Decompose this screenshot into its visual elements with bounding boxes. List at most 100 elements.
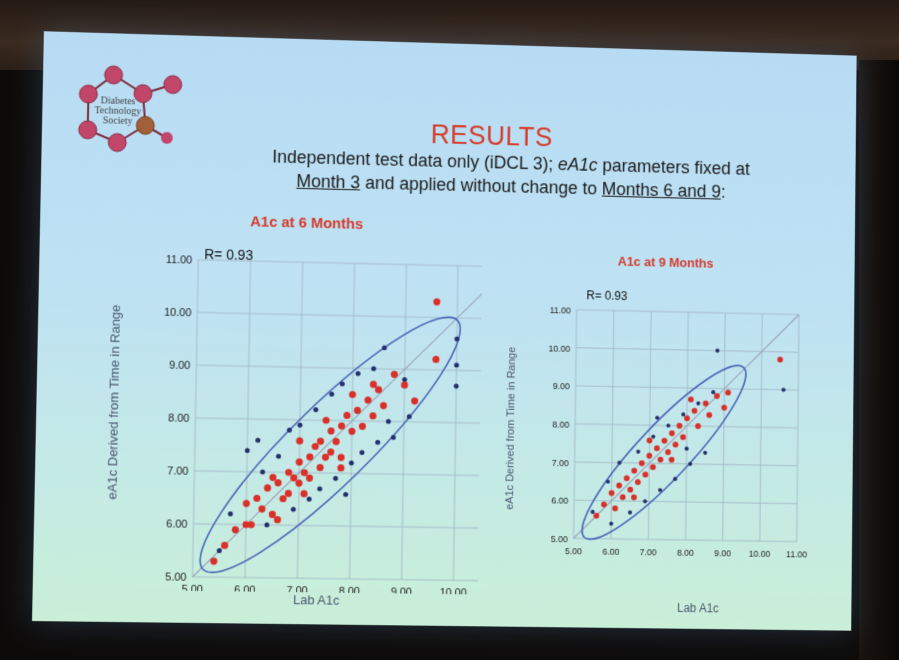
data-point-navy [386, 419, 391, 424]
data-point-red [312, 443, 319, 450]
y-tick-label: 7.00 [552, 458, 569, 468]
data-point-navy [359, 450, 364, 455]
data-point-navy [333, 476, 338, 481]
data-point-red [296, 458, 303, 465]
dts-logo: Diabetes Technology Society [57, 52, 208, 165]
y-tick-label: 6.00 [166, 518, 187, 530]
data-point-navy [643, 499, 647, 503]
data-point-navy [356, 371, 361, 376]
data-point-red [327, 448, 334, 455]
data-point-red [650, 464, 656, 470]
data-point-red [348, 428, 355, 435]
y-tick-label: 11.00 [550, 305, 571, 315]
chart-9-months: A1c at 9 Months R= 0.93 5.00 6.00 7.00 8.00… [497, 251, 828, 621]
y-tick-label: 5.00 [165, 571, 186, 583]
logo-text: Diabetes Technology Society [78, 96, 158, 128]
data-point-navy [681, 412, 685, 416]
data-point-navy [391, 435, 396, 440]
data-point-navy [781, 388, 785, 392]
data-point-red [616, 483, 622, 489]
data-point-red [665, 449, 671, 455]
data-point-red [380, 402, 387, 409]
data-point-red [695, 423, 701, 429]
x-tick-label: 11.00 [786, 549, 807, 559]
data-point-red [706, 412, 712, 418]
y-tick-label: 7.00 [167, 465, 188, 477]
data-point-navy [317, 486, 322, 491]
data-point-navy [297, 423, 302, 428]
scatter-plot-6m: 5.00 6.00 7.00 8.00 9.00 10.00 11.00 5.00 6.00 7.… [103, 210, 483, 595]
data-point-red [642, 472, 648, 478]
data-point-red [684, 415, 690, 421]
slide-title: RESULTS [431, 119, 554, 153]
data-point-red [269, 511, 276, 518]
y-tick-label: 10.00 [164, 307, 191, 320]
y-tick-label: 6.00 [551, 496, 568, 506]
data-point-navy [291, 507, 296, 512]
data-point-red [411, 397, 418, 404]
data-point-red [433, 298, 440, 305]
data-point-red [322, 454, 329, 461]
data-point-red [253, 495, 260, 502]
data-point-navy [711, 390, 715, 394]
data-point-red [274, 516, 281, 523]
data-point-red [669, 430, 675, 436]
data-point-red [609, 490, 615, 496]
data-point-red [627, 487, 633, 493]
data-point-red [337, 464, 344, 471]
grid-line-horizontal [195, 418, 483, 424]
data-point-navy [228, 511, 233, 516]
y-tick-label: 8.00 [552, 420, 569, 430]
data-point-navy [454, 363, 459, 368]
data-point-navy [371, 366, 376, 371]
data-point-red [677, 423, 683, 429]
data-point-navy [260, 469, 265, 474]
subtitle-underlined: Months 6 and 9 [602, 179, 721, 202]
data-point-red [317, 438, 324, 445]
data-point-navy [343, 492, 348, 497]
x-tick-label: 10.00 [440, 587, 467, 594]
data-point-navy [313, 407, 318, 412]
data-point-red [639, 460, 645, 466]
data-point-red [620, 494, 626, 500]
x-tick-label: 6.00 [234, 584, 255, 594]
data-point-navy [454, 383, 459, 388]
data-point-red [635, 479, 641, 485]
data-point-red [316, 464, 323, 471]
y-tick-label: 5.00 [551, 534, 568, 544]
data-point-red [349, 391, 356, 398]
data-point-red [669, 457, 675, 463]
data-point-red [631, 468, 637, 474]
data-point-red [692, 408, 698, 414]
data-point-navy [307, 497, 312, 502]
data-point-navy [255, 438, 260, 443]
data-point-red [274, 479, 281, 486]
data-point-red [369, 412, 376, 419]
subtitle-text: parameters fixed at [597, 155, 750, 179]
data-point-red [631, 494, 637, 500]
y-tick-label: 8.00 [168, 412, 189, 424]
room-curtain [859, 60, 899, 660]
data-point-navy [375, 440, 380, 445]
data-point-red [624, 475, 630, 481]
data-point-red [721, 405, 727, 411]
data-point-navy [636, 450, 640, 454]
data-point-red [306, 474, 313, 481]
data-point-red [243, 500, 250, 507]
data-point-navy [349, 460, 354, 465]
x-tick-label: 10.00 [749, 549, 771, 559]
data-point-red [777, 357, 783, 363]
subtitle-text: : [721, 182, 726, 202]
data-point-navy [329, 392, 334, 397]
data-point-navy [245, 448, 250, 453]
subtitle-underlined: Month 3 [296, 171, 360, 192]
grid-line-horizontal [198, 260, 483, 267]
data-point-red [647, 437, 653, 443]
x-tick-label: 5.00 [565, 546, 582, 556]
chart-6-months: A1c at 6 Months R= 0.93 5.00 6.00 7.00 8.00… [102, 210, 483, 614]
data-point-red [673, 442, 679, 448]
data-point-red [688, 396, 694, 402]
data-point-red [654, 445, 660, 451]
subtitle-text: Independent test data only (iDCL 3); [272, 147, 558, 174]
data-point-red [279, 495, 286, 502]
